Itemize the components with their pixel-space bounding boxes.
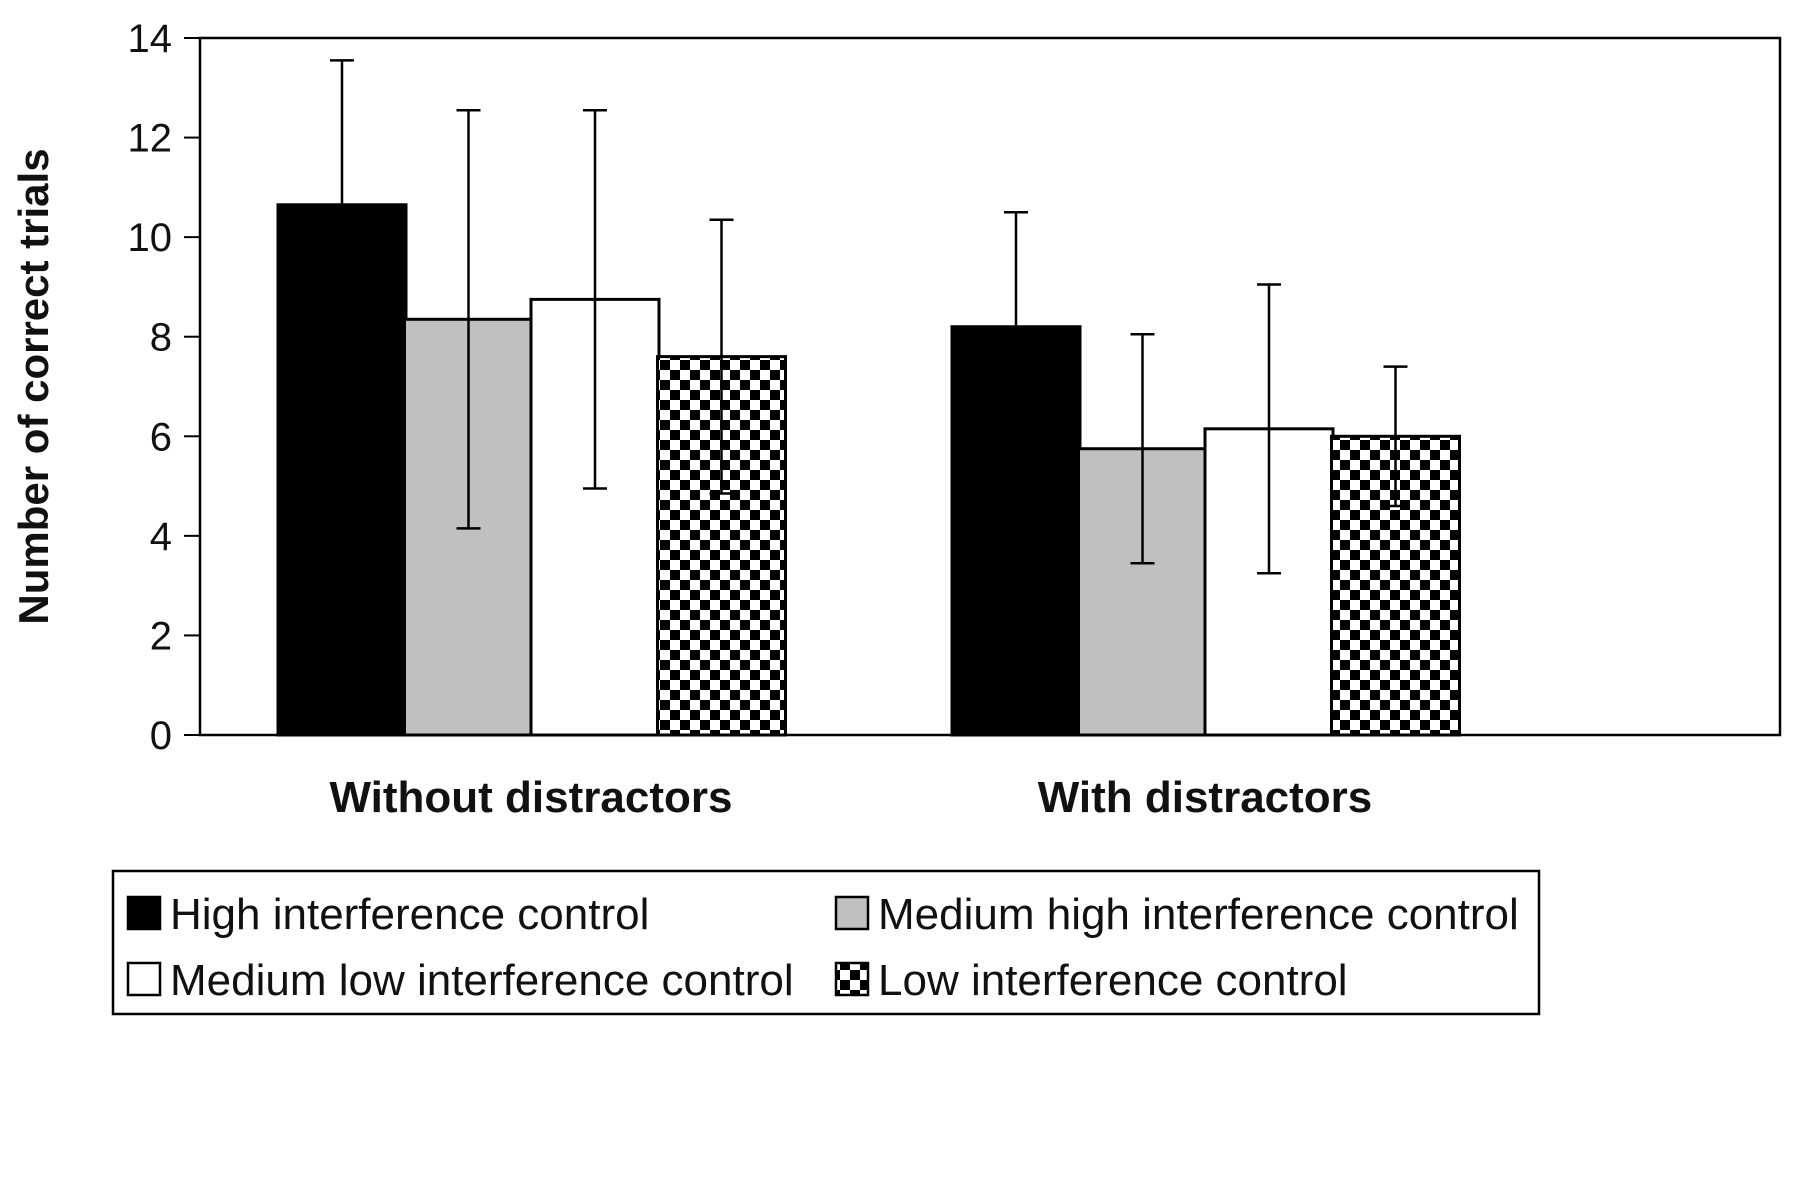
legend-label: Medium low interference control	[170, 956, 794, 1005]
legend-box	[111, 869, 1541, 1016]
y-tick-label: 4	[150, 515, 172, 559]
y-tick-label: 6	[150, 415, 172, 459]
y-axis-label: Number of correct trials	[10, 148, 57, 624]
legend-item: Medium high interference control	[834, 890, 1519, 939]
legend-item: Low interference control	[834, 956, 1348, 1005]
legend-swatch	[126, 895, 162, 931]
legend-label: Medium high interference control	[878, 890, 1519, 939]
y-tick-label: 10	[128, 216, 173, 260]
y-tick-label: 8	[150, 316, 172, 360]
legend-label: Low interference control	[878, 956, 1348, 1005]
y-tick-label: 0	[150, 714, 172, 758]
category-label: With distractors	[1038, 773, 1373, 822]
category-label: Without distractors	[330, 773, 733, 822]
legend-item: High interference control	[126, 890, 649, 939]
y-tick-label: 2	[150, 614, 172, 658]
legend-swatch	[834, 895, 870, 931]
legend-swatch	[126, 961, 162, 997]
legend-label: High interference control	[170, 890, 649, 939]
y-tick-label: 12	[128, 117, 173, 161]
legend-item: Medium low interference control	[126, 956, 794, 1005]
legend-swatch	[834, 961, 870, 997]
legend: High interference control Medium high int…	[111, 869, 1541, 1016]
y-tick-label: 14	[128, 17, 173, 61]
